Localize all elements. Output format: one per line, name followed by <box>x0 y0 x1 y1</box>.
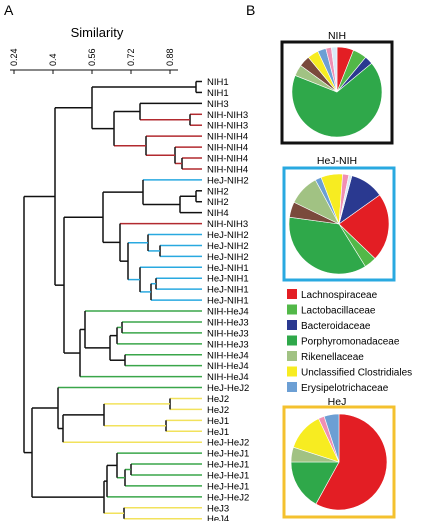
leaf-label: HeJ-HeJ2 <box>207 383 249 394</box>
leaf-label: HeJ-NIH2 <box>207 241 249 252</box>
leaf-label: HeJ-NIH2 <box>207 230 249 241</box>
leaf-label: NIH-NIH4 <box>207 164 248 175</box>
legend-label: Unclassified Clostridiales <box>301 368 412 379</box>
legend-label: Porphyromonadaceae <box>301 337 400 348</box>
leaf-label: HeJ-NIH2 <box>207 175 249 186</box>
similarity-axis: 0.24 0.4 0.56 0.72 0.88 <box>9 48 178 74</box>
leaf-label: HeJ-NIH1 <box>207 296 249 307</box>
axis-tick-label: 0.56 <box>87 48 97 66</box>
leaf-label: NIH2 <box>207 186 229 197</box>
leaf-label: NIH3 <box>207 99 229 110</box>
leaf-label: HeJ1 <box>207 416 229 427</box>
legend-swatch <box>287 320 297 330</box>
leaf-label: NIH4 <box>207 208 229 219</box>
leaf-label: NIH-HeJ3 <box>207 339 249 350</box>
leaf-label: HeJ-NIH2 <box>207 252 249 263</box>
pie-box-hej <box>282 405 396 519</box>
axis-title: Similarity <box>71 25 124 40</box>
leaf-label: NIH2 <box>207 197 229 208</box>
leaf-label: NIH-NIH3 <box>207 219 248 230</box>
leaf-label: HeJ-HeJ1 <box>207 449 249 460</box>
legend-swatch <box>287 335 297 346</box>
pie-slice <box>323 413 340 463</box>
legend-label: Bacteroidaceae <box>301 321 371 332</box>
legend-label: Erysipelotrichaceae <box>301 383 389 394</box>
leaf-label: HeJ3 <box>207 503 229 514</box>
legend-swatch <box>287 304 297 315</box>
pie-slice <box>338 174 353 225</box>
legend-swatch <box>287 351 297 361</box>
leaf-label: HeJ-HeJ1 <box>207 470 249 481</box>
leaf-label: HeJ-HeJ1 <box>207 481 249 492</box>
pie-slice <box>288 216 366 275</box>
pie-slice <box>315 413 388 511</box>
leaf-label: NIH1 <box>207 77 229 88</box>
legend-label: Lachnospiraceae <box>301 290 378 301</box>
pie-title-hej-nih: HeJ-NIH <box>317 155 357 167</box>
pie-title-hej: HeJ <box>328 396 347 408</box>
pie-slice <box>290 461 340 505</box>
pie-box-nih <box>280 40 394 145</box>
leaf-label: NIH-NIH4 <box>207 154 248 165</box>
leaf-label: HeJ-HeJ2 <box>207 438 249 449</box>
axis-tick-label: 0.24 <box>9 48 19 66</box>
axis-tick-label: 0.4 <box>48 53 58 66</box>
leaf-label: NIH-HeJ4 <box>207 361 249 372</box>
leaf-label: NIH-NIH3 <box>207 121 248 132</box>
leaf-label: HeJ-NIH1 <box>207 285 249 296</box>
leaf-label: NIH-NIH4 <box>207 143 248 154</box>
leaf-label: HeJ-NIH1 <box>207 263 249 274</box>
leaf-label: HeJ4 <box>207 514 229 521</box>
leaf-label: HeJ-HeJ2 <box>207 492 249 503</box>
panel-b-letter: B <box>246 2 255 18</box>
pie-panel-hej-nih: HeJ-NIH <box>282 155 396 282</box>
panel-a-letter: A <box>4 2 14 18</box>
axis-tick-label: 0.88 <box>165 48 175 66</box>
leaf-labels: NIH1NIH1NIH3NIH-NIH3NIH-NIH3NIH-NIH4NIH-… <box>207 77 249 521</box>
pie-slice <box>291 62 383 138</box>
pie-panel-hej: HeJ <box>282 396 396 519</box>
leaf-label: HeJ2 <box>207 394 229 405</box>
leaf-label: NIH-HeJ4 <box>207 307 249 318</box>
leaf-label: NIH-HeJ4 <box>207 350 249 361</box>
leaf-label: HeJ-NIH1 <box>207 274 249 285</box>
pie-slice <box>331 46 338 93</box>
legend-swatch <box>287 366 297 377</box>
family-legend: Lachnospiraceae Lactobacillaceae Bacteroid… <box>287 289 412 394</box>
leaf-label: NIH-HeJ3 <box>207 328 249 339</box>
legend-swatch <box>287 289 297 299</box>
pie-panels: NIH HeJ-NIH HeJ <box>280 30 396 519</box>
axis-tick-label: 0.72 <box>126 48 136 66</box>
pie-title-nih: NIH <box>328 30 346 42</box>
legend-swatch <box>287 382 297 392</box>
legend-label: Rikenellaceae <box>301 352 364 363</box>
leaf-label: HeJ2 <box>207 405 229 416</box>
pie-chart-hej <box>290 413 388 511</box>
leaf-label: HeJ-HeJ1 <box>207 460 249 471</box>
pie-box-hej-nih <box>282 166 396 282</box>
dendrogram <box>23 80 202 520</box>
pie-slice <box>338 194 390 260</box>
pie-panel-nih: NIH <box>280 30 394 145</box>
leaf-label: NIH1 <box>207 88 229 99</box>
pie-chart-nih <box>291 46 383 138</box>
leaf-label: NIH-HeJ4 <box>207 372 249 383</box>
pie-chart-hej-nih <box>288 173 390 275</box>
leaf-label: NIH-NIH4 <box>207 132 248 143</box>
leaf-label: NIH-HeJ3 <box>207 317 249 328</box>
leaf-label: NIH-NIH3 <box>207 110 248 121</box>
legend-label: Lactobacillaceae <box>301 306 376 317</box>
leaf-label: HeJ1 <box>207 427 229 438</box>
